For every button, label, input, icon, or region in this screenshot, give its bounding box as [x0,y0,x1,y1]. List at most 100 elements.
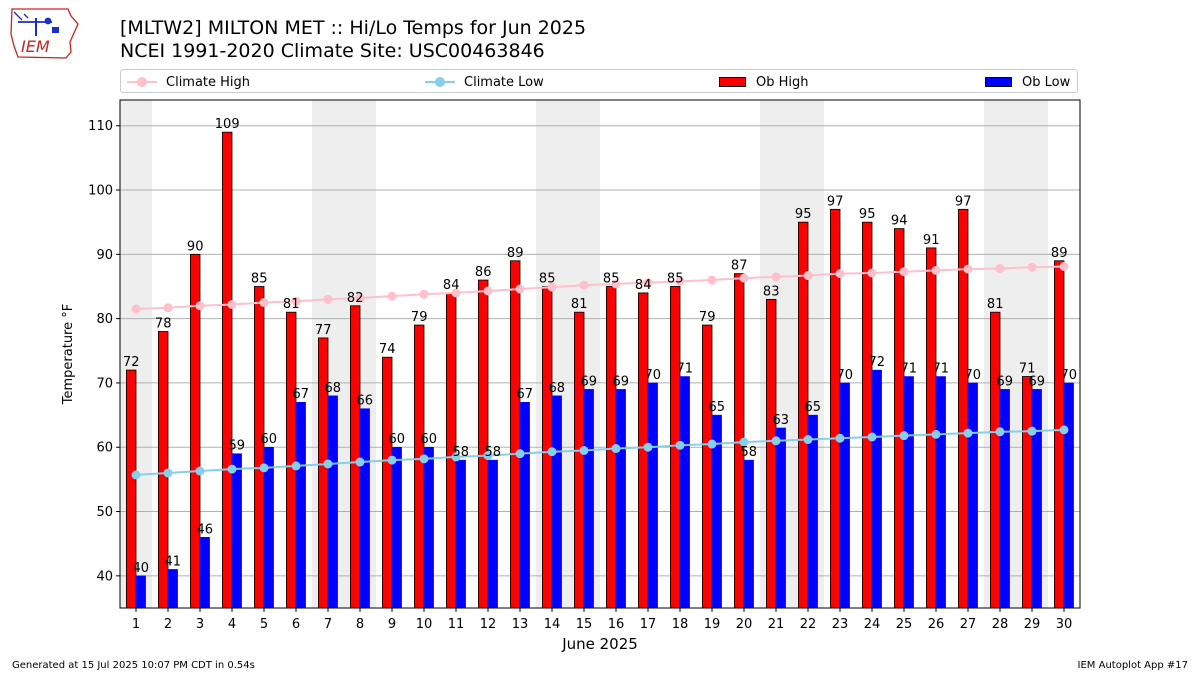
legend-item-climate-low: Climate Low [425,73,544,91]
legend-label-ob-low: Ob Low [1022,74,1071,90]
climate-low-point [675,440,685,450]
bar-ob-low [487,459,498,609]
logo-text: IEM [21,37,50,56]
climate-low-point [899,431,909,441]
climate-high-swatch [127,75,157,89]
data-label-ob-high: 81 [571,297,588,312]
data-label-ob-high: 84 [635,278,652,293]
climate-low-point [931,429,941,439]
x-tick-label: 27 [960,617,977,632]
data-label-ob-low: 72 [869,355,886,370]
climate-low-point [771,436,781,446]
data-label-ob-low: 58 [453,445,470,460]
climate-low-point [419,454,429,464]
bar-ob-high [926,247,937,609]
data-label-ob-low: 60 [389,432,406,447]
data-label-ob-high: 79 [411,310,428,325]
data-label-ob-low: 60 [261,432,278,447]
climate-high-point [259,298,269,308]
climate-high-point [995,263,1005,273]
bar-ob-low [839,382,850,609]
climate-high-point [643,278,653,288]
climate-high-point [291,296,301,306]
data-label-ob-low: 58 [485,445,502,460]
climate-high-point [323,294,333,304]
climate-low-point [739,437,749,447]
x-tick-label: 5 [260,617,268,632]
bar-ob-high [542,286,553,609]
climate-high-point [355,293,365,303]
x-tick-label: 19 [704,617,721,632]
bar-ob-low [519,401,530,609]
bar-ob-low [903,376,914,609]
ob-low-swatch [985,77,1012,87]
x-tick-label: 18 [672,617,689,632]
climate-low-point [835,433,845,443]
legend-item-climate-high: Climate High [127,73,250,91]
bar-ob-low [967,382,978,609]
y-axis-label: Temperature °F [61,304,76,405]
legend-label-ob-high: Ob High [756,74,809,90]
data-label-ob-high: 83 [763,284,780,299]
data-label-ob-low: 69 [997,374,1014,389]
climate-high-point [1059,262,1069,272]
data-label-ob-high: 95 [859,207,876,222]
climate-high-point [771,272,781,282]
climate-low-point [131,470,141,480]
bar-ob-high [317,337,329,609]
bar-ob-low [775,427,786,609]
data-label-ob-low: 58 [741,445,758,460]
bar-ob-low [1063,382,1074,609]
x-tick-label: 21 [768,617,785,632]
data-label-ob-high: 97 [827,194,844,209]
legend-label-climate-high: Climate High [166,74,251,90]
bar-ob-high [830,208,841,609]
climate-low-line [135,428,1065,476]
climate-low-point [355,457,365,467]
climate-low-point [643,442,653,452]
climate-low-point [195,466,205,476]
climate-low-point [611,444,621,454]
x-tick-label: 1 [132,617,140,632]
climate-low-point [707,439,717,449]
bar-ob-high [894,228,905,609]
x-tick-label: 20 [736,617,753,632]
x-tick-label: 24 [864,617,881,632]
climate-high-point [131,304,141,314]
climate-high-point [387,291,397,301]
x-tick-label: 10 [416,617,433,632]
x-tick-label: 28 [992,617,1009,632]
legend-item-ob-high: Ob High [719,73,809,91]
climate-high-point [227,299,237,309]
bar-ob-low [391,446,402,609]
climate-low-point [323,459,333,469]
y-tick-label: 60 [96,441,113,456]
x-tick-label: 25 [896,617,913,632]
data-label-ob-high: 85 [251,271,268,286]
climate-high-point [835,269,845,279]
x-tick-label: 15 [576,617,593,632]
bar-ob-low [871,369,882,609]
bar-ob-high [221,131,233,609]
data-label-ob-high: 77 [315,323,332,338]
x-tick-label: 23 [832,617,849,632]
climate-low-point [451,452,461,462]
bar-ob-low [135,575,146,609]
data-label-ob-high: 78 [155,316,172,331]
data-label-ob-high: 71 [1019,362,1036,377]
bar-ob-low [583,389,594,609]
climate-high-point [803,271,813,281]
data-label-ob-low: 70 [645,368,662,383]
climate-low-point [483,451,493,461]
bar-ob-low [423,446,434,609]
data-label-ob-low: 40 [133,561,150,576]
data-label-ob-low: 71 [901,362,918,377]
climate-low-point [387,455,397,465]
bar-ob-high [702,324,713,609]
bar-ob-low [199,537,210,609]
bar-ob-low [167,569,178,609]
data-label-ob-low: 60 [421,432,438,447]
bar-ob-low [327,395,338,609]
x-tick-label: 17 [640,617,657,632]
data-label-ob-high: 87 [731,259,748,274]
